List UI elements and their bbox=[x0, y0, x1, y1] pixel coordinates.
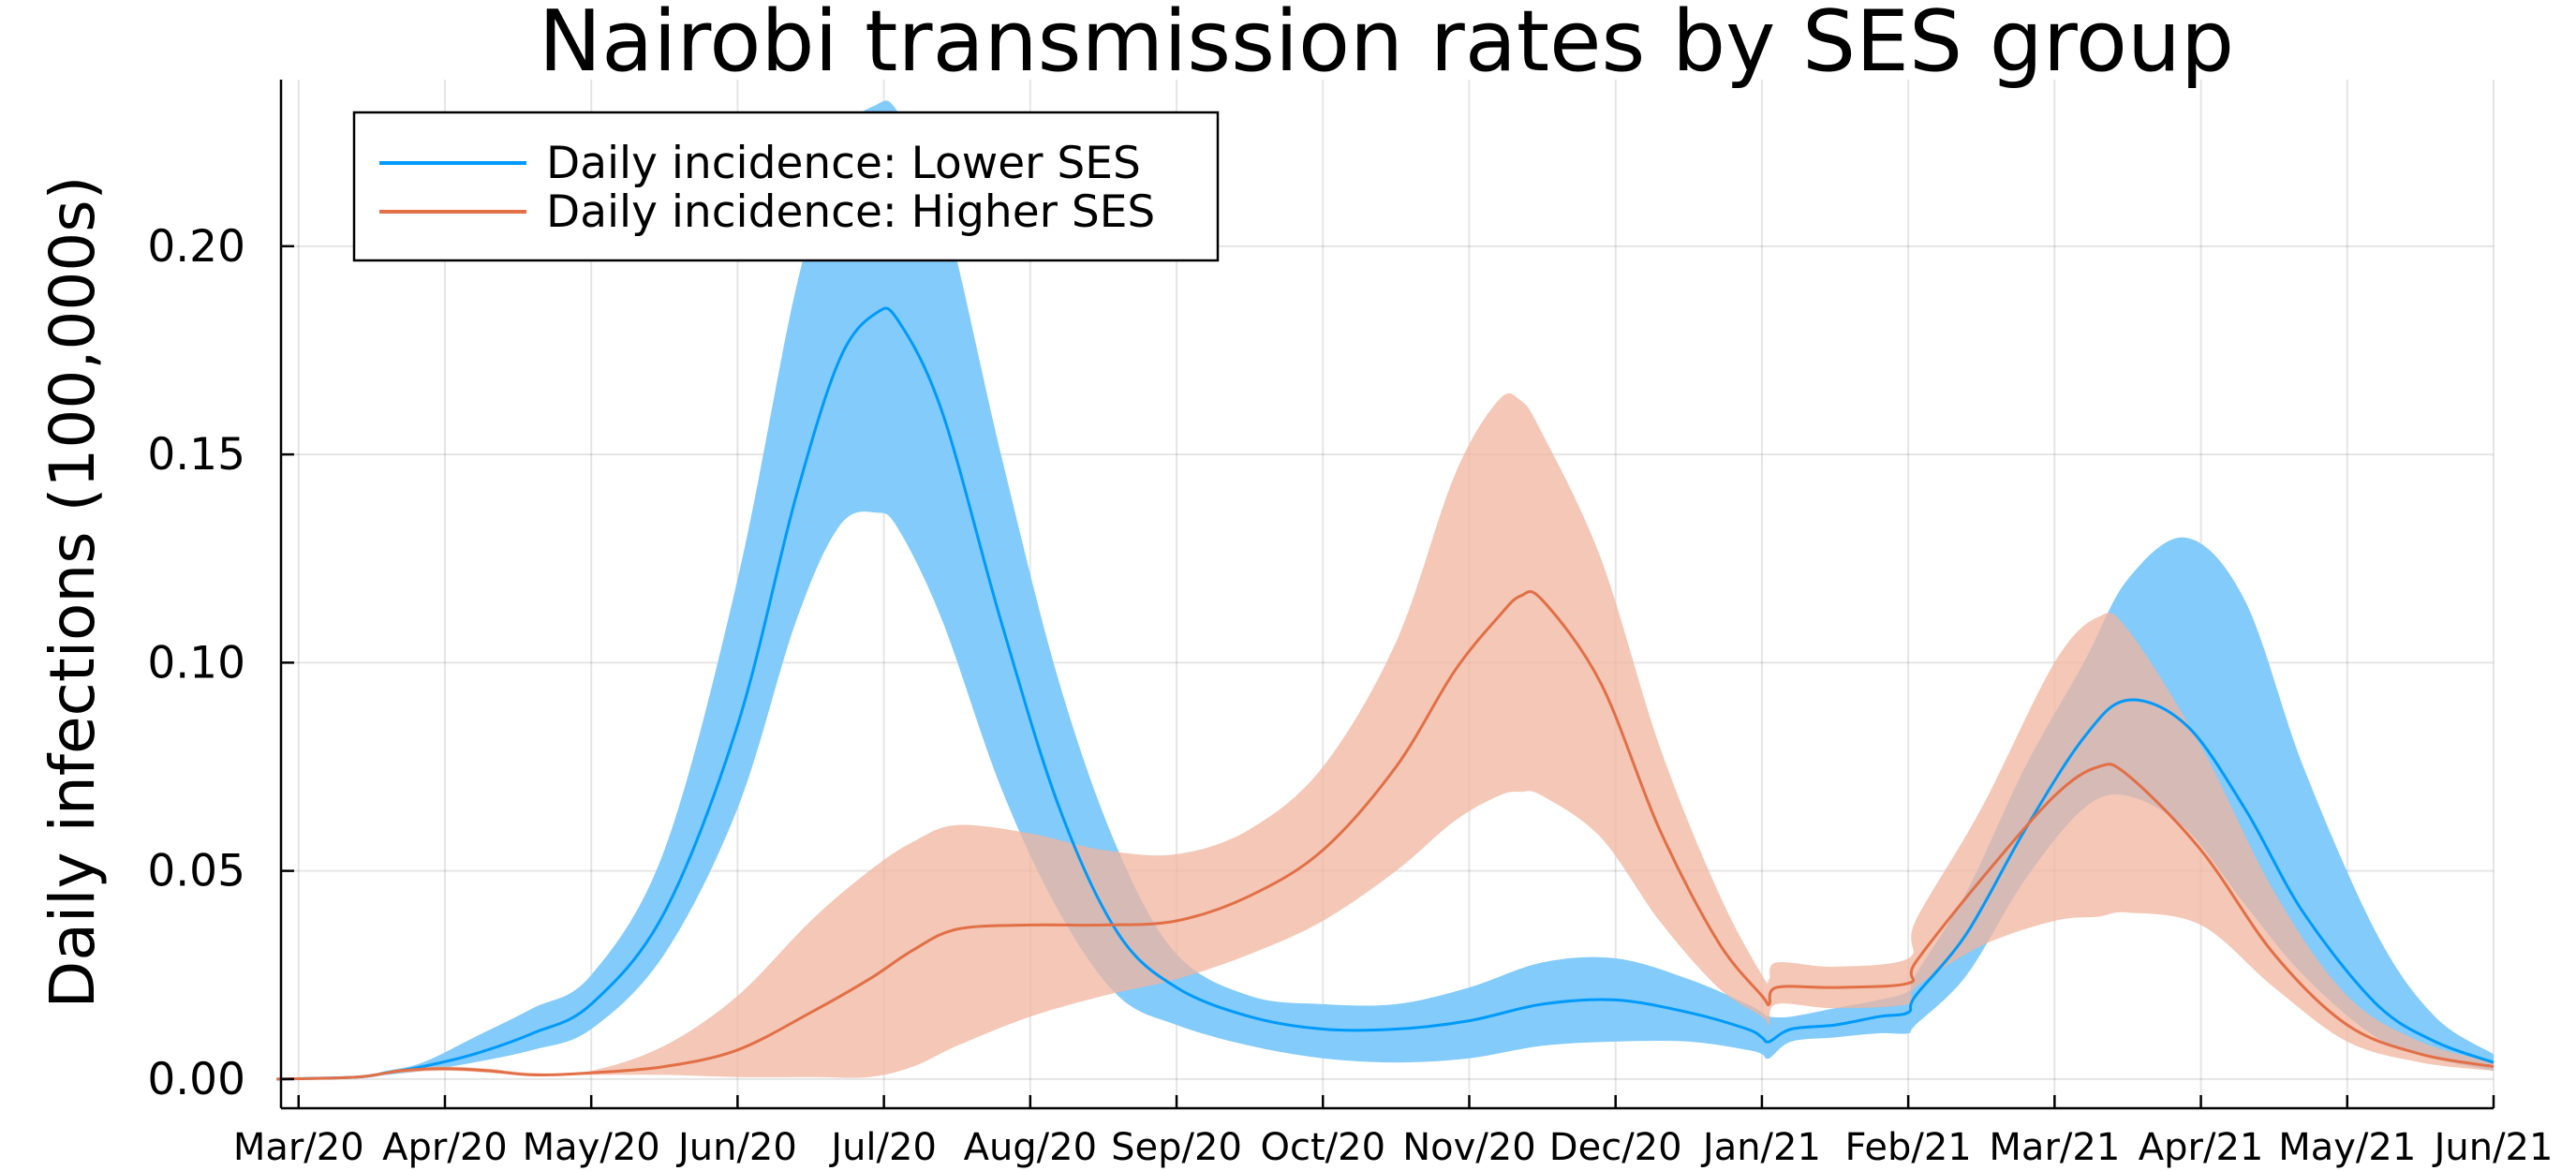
x-tick-label: Jan/21 bbox=[1700, 1126, 1821, 1169]
line-lower-ses bbox=[276, 306, 2495, 1081]
x-tick-label: Mar/21 bbox=[1989, 1126, 2120, 1169]
x-tick-label: Apr/21 bbox=[2139, 1126, 2264, 1169]
x-tick-label: Nov/20 bbox=[1402, 1126, 1535, 1169]
x-tick-label: Apr/20 bbox=[382, 1126, 508, 1169]
x-tick-label: Aug/20 bbox=[964, 1126, 1097, 1169]
y-tick-label: 0.20 bbox=[147, 221, 245, 273]
x-tick-label: May/21 bbox=[2278, 1126, 2416, 1169]
x-tick-label: Feb/21 bbox=[1845, 1126, 1972, 1169]
x-tick-label: Jul/20 bbox=[828, 1126, 937, 1169]
line-higher-ses bbox=[276, 590, 2495, 1081]
y-axis-label: Daily infections (100,000s) bbox=[37, 176, 109, 1009]
y-tick-label: 0.15 bbox=[147, 429, 245, 481]
band-lower-ses bbox=[276, 100, 2494, 1079]
y-tick-label: 0.05 bbox=[147, 846, 245, 897]
chart-title: Nairobi transmission rates by SES group bbox=[539, 0, 2234, 91]
legend-label-lower-ses: Daily incidence: Lower SES bbox=[546, 138, 1141, 189]
x-tick-label: Jun/20 bbox=[675, 1126, 797, 1169]
x-tick-label: Dec/20 bbox=[1549, 1126, 1682, 1169]
x-tick-label: May/20 bbox=[523, 1126, 660, 1169]
series-lines bbox=[276, 306, 2495, 1081]
axes bbox=[279, 80, 2494, 1110]
y-axis-ticks: 0.00 0.05 0.10 0.15 0.20 bbox=[147, 221, 294, 1105]
x-tick-label: Oct/20 bbox=[1260, 1126, 1385, 1169]
legend-label-higher-ses: Daily incidence: Higher SES bbox=[546, 186, 1155, 238]
legend: Daily incidence: Lower SES Daily inciden… bbox=[352, 111, 1220, 262]
x-axis-ticks: Mar/20 Apr/20 May/20 Jun/20 Jul/20 Aug/20 Sep/… bbox=[233, 1095, 2554, 1169]
x-tick-label: Sep/20 bbox=[1111, 1126, 1242, 1169]
y-tick-label: 0.10 bbox=[147, 637, 245, 689]
confidence-bands bbox=[276, 100, 2494, 1079]
x-tick-label: Mar/20 bbox=[233, 1126, 364, 1169]
legend-box bbox=[352, 111, 1220, 262]
band-higher-ses bbox=[276, 393, 2494, 1079]
y-tick-label: 0.00 bbox=[147, 1054, 245, 1105]
x-tick-label: Jun/21 bbox=[2432, 1126, 2554, 1169]
